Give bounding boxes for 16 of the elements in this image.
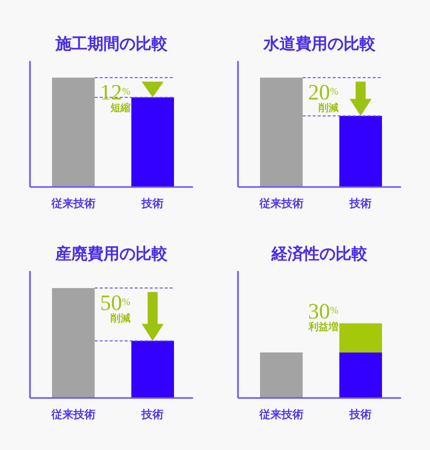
annotation: 短縮 bbox=[110, 103, 130, 114]
category-label: 技術 bbox=[142, 409, 164, 421]
category-label: 技術 bbox=[142, 198, 164, 210]
title: 産廃費用の比較 bbox=[56, 246, 168, 263]
title: 施工期間の比較 bbox=[56, 36, 168, 53]
title: 水道費用の比較 bbox=[264, 36, 376, 53]
category-label: 従来技術 bbox=[51, 198, 96, 210]
category-label: 従来技術 bbox=[51, 409, 96, 421]
category-label: 技術 bbox=[350, 409, 372, 421]
title: 経済性の比較 bbox=[272, 246, 368, 263]
category-label: 従来技術 bbox=[259, 198, 304, 210]
annotation: 利益増 bbox=[308, 322, 338, 333]
annotation: 削減 bbox=[318, 103, 338, 114]
category-label: 従来技術 bbox=[259, 409, 304, 421]
category-label: 技術 bbox=[350, 198, 372, 210]
annotation: 削減 bbox=[110, 314, 130, 325]
